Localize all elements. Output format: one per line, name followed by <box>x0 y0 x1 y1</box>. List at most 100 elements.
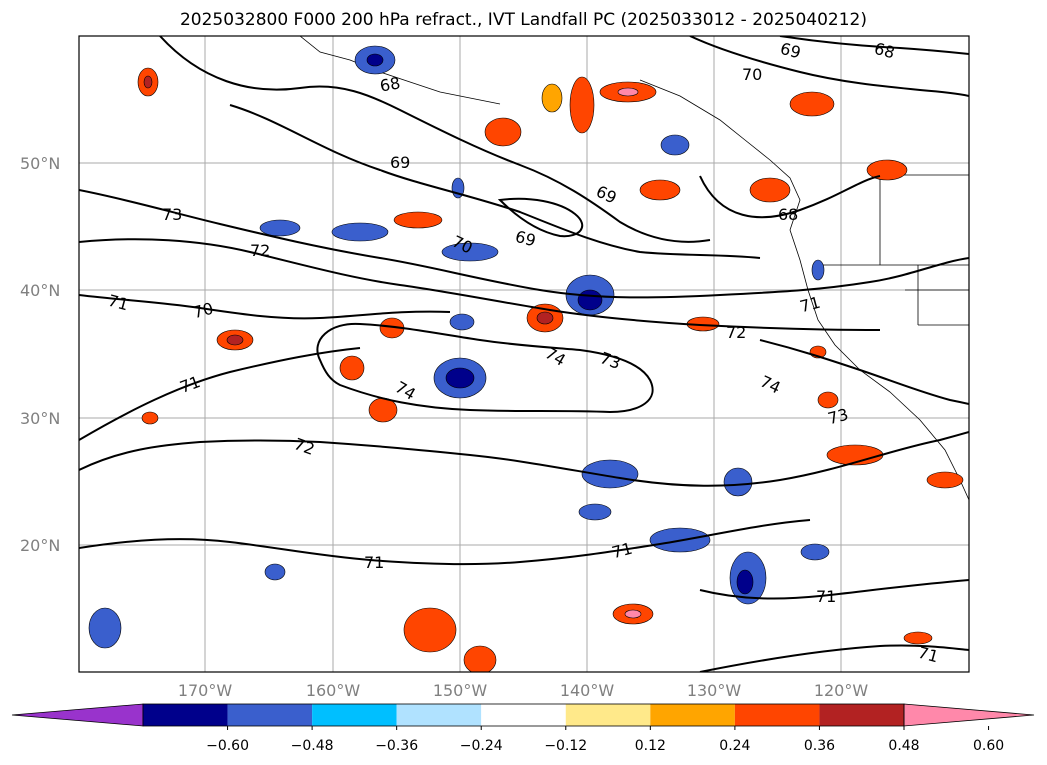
contour-line <box>79 189 969 299</box>
bc-coast <box>639 79 801 231</box>
contour-label: 68 <box>378 73 401 95</box>
colorbar-frame <box>142 703 905 727</box>
contour-line <box>159 36 711 243</box>
lat-label: 50°N <box>20 154 60 173</box>
colorbar: −0.60 −0.48 −0.36 −0.24 −0.12 0.12 0.24 0.36 0.4… <box>11 703 1035 754</box>
contour-label: 68 <box>872 39 897 63</box>
contour-line <box>79 238 881 331</box>
contour-label: 72 <box>250 241 270 260</box>
contour-line <box>79 519 811 566</box>
pos-patch <box>639 179 681 201</box>
contour-label: 74 <box>392 377 419 404</box>
lon-label: 140°W <box>560 681 615 700</box>
colorbar-segment <box>481 704 566 726</box>
colorbar-segment <box>227 704 313 726</box>
contour-line <box>689 36 969 97</box>
colorbar-segment <box>819 704 904 726</box>
contour-label: 72 <box>726 323 746 342</box>
colorbar-segment <box>396 704 482 726</box>
pos-patch <box>569 76 595 134</box>
contour-line <box>497 197 584 238</box>
contour-label: 69 <box>593 182 619 208</box>
neg-patch <box>581 459 639 489</box>
contour-line <box>79 431 969 487</box>
graticule <box>79 36 969 672</box>
contour-line <box>79 347 361 441</box>
pos-patch <box>536 311 554 325</box>
neg-patch <box>366 53 384 67</box>
contour-label: 69 <box>390 153 410 172</box>
pos-patch <box>368 397 398 423</box>
contour-line <box>79 294 451 320</box>
contour-label: 71 <box>610 539 635 563</box>
colorbar-segment <box>143 704 228 726</box>
neg-patch <box>660 134 690 156</box>
pos-patch <box>617 87 639 97</box>
colorbar-tick-label: −0.60 <box>206 738 249 754</box>
colorbar-segment <box>565 704 651 726</box>
colorbar-tick-label: −0.36 <box>375 738 418 754</box>
colorbar-extend-low <box>11 703 144 727</box>
contour-label: 72 <box>292 434 318 459</box>
contour-lines <box>79 36 969 672</box>
colorbar-segment <box>650 704 735 726</box>
lat-label: 30°N <box>20 409 60 428</box>
colorbar-segment <box>312 704 397 726</box>
contour-label: 71 <box>816 587 836 606</box>
contour-line <box>699 579 969 600</box>
colorbar-tick-label: 0.60 <box>973 738 1004 754</box>
contour-label: 68 <box>778 205 798 224</box>
contour-label: 71 <box>798 293 823 317</box>
neg-patch <box>264 563 286 581</box>
pos-patch <box>624 609 642 619</box>
contour-label: 73 <box>826 405 851 429</box>
lon-label: 130°W <box>687 681 742 700</box>
pos-patch <box>903 631 933 645</box>
neg-patch <box>331 222 389 242</box>
colorbar-segment <box>734 704 820 726</box>
colorbar-tick-label: 0.48 <box>888 738 919 754</box>
colorbar-tick-label: −0.12 <box>544 738 587 754</box>
lat-label: 40°N <box>20 281 60 300</box>
pos-patch <box>393 211 443 229</box>
colorbar-tick-label: −0.24 <box>460 738 503 754</box>
lat-label: 20°N <box>20 536 60 555</box>
lon-label: 160°W <box>306 681 361 700</box>
contour-label: 71 <box>364 553 384 572</box>
neg-patch <box>449 313 475 331</box>
contour-line <box>316 322 654 414</box>
neg-patch <box>259 219 301 237</box>
map-frame <box>78 35 970 673</box>
contour-line <box>779 36 969 55</box>
longitude-labels: 170°W 160°W 150°W 140°W 130°W 120°W <box>178 681 869 700</box>
contour-line <box>699 644 969 672</box>
contour-label: 70 <box>191 299 216 323</box>
pos-patch <box>141 411 159 425</box>
contour-line <box>699 175 881 219</box>
contour-label: 70 <box>742 65 762 84</box>
pos-patch <box>817 391 839 409</box>
pos-patch <box>463 645 497 672</box>
contour-label: 73 <box>598 348 624 373</box>
colorbar-tick-label: 0.24 <box>719 738 750 754</box>
pos-patch <box>749 177 791 203</box>
pos-patch <box>339 355 365 381</box>
pos-patch <box>866 159 908 181</box>
neg-patch <box>736 569 754 595</box>
pos-patch <box>789 91 835 117</box>
contour-label: 71 <box>916 643 941 667</box>
neg-patch <box>445 367 475 389</box>
pos-patch <box>541 83 563 113</box>
neg-patch <box>723 467 753 497</box>
neg-patch <box>577 289 603 311</box>
neg-patch <box>800 543 830 561</box>
contour-label: 69 <box>513 227 538 251</box>
lon-label: 150°W <box>433 681 488 700</box>
pos-patch <box>143 75 153 89</box>
contour-label: 71 <box>106 291 131 315</box>
contour-label: 69 <box>778 39 803 63</box>
neg-patch <box>811 259 825 281</box>
colorbar-tick-label: −0.48 <box>291 738 334 754</box>
latitude-labels: 50°N 40°N 30°N 20°N <box>20 154 60 555</box>
